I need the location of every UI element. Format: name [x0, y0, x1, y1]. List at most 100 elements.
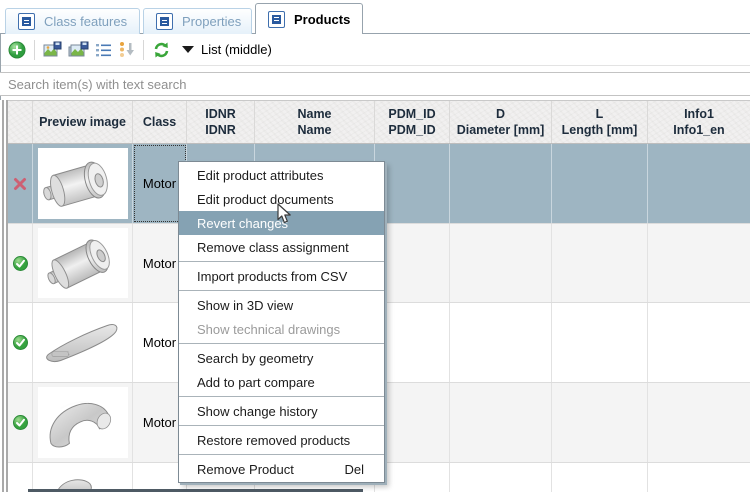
length-cell[interactable] — [552, 144, 648, 223]
tab-label: Properties — [182, 14, 242, 29]
export-image-icon — [43, 41, 62, 56]
menu-item-edit-product-documents[interactable]: Edit product documents — [197, 191, 334, 207]
menu-item-remove-class-assignment[interactable]: Remove class assignment — [197, 239, 349, 255]
add-product-icon — [8, 41, 26, 58]
menu-item-import-products-from-csv[interactable]: Import products from CSV — [197, 268, 348, 284]
column-header-diameter[interactable]: D Diameter [mm] — [450, 101, 552, 143]
export-image-button[interactable] — [40, 38, 65, 62]
diameter-cell[interactable] — [450, 463, 552, 492]
tab-label: Products — [294, 11, 351, 27]
numbered-list-button[interactable] — [92, 38, 115, 62]
pdm-id-cell[interactable] — [375, 463, 450, 492]
column-header-name[interactable]: Name Name — [255, 101, 375, 143]
menu-item-remove-product[interactable]: Remove Product Del — [197, 461, 364, 477]
add-product-button[interactable] — [5, 38, 29, 62]
menu-separator — [179, 261, 384, 262]
column-header-info1[interactable]: Info1 Info1_en — [673, 107, 725, 137]
sort-button[interactable] — [115, 38, 138, 62]
menu-separator — [179, 425, 384, 426]
ok-check-icon — [12, 255, 28, 271]
form-icon — [268, 10, 285, 28]
tab-properties[interactable]: Properties — [143, 8, 252, 34]
diameter-cell[interactable] — [450, 224, 552, 302]
menu-item-edit-product-attributes[interactable]: Edit product attributes — [197, 167, 324, 183]
tab-label: Class features — [44, 14, 128, 29]
export-images-button[interactable] — [65, 38, 92, 62]
length-cell[interactable] — [552, 463, 648, 492]
column-header-status[interactable] — [8, 101, 33, 143]
status-cell — [8, 224, 33, 302]
products-toolbar: List (middle) — [1, 34, 750, 66]
menu-item-show-change-history[interactable]: Show change history — [197, 403, 318, 419]
pdm-id-cell[interactable] — [375, 224, 450, 302]
diameter-cell[interactable] — [450, 383, 552, 462]
info1-cell[interactable] — [648, 303, 750, 382]
numbered-list-icon — [96, 43, 111, 56]
info1-cell[interactable] — [648, 144, 750, 223]
column-header-idnr[interactable]: IDNR IDNR — [187, 101, 255, 143]
table-header-row: Preview image Class IDNR IDNR Name Name PD… — [8, 100, 750, 144]
column-header-pdm-id[interactable]: PDM_ID PDM_ID — [375, 101, 450, 143]
menu-item-search-by-geometry[interactable]: Search by geometry — [197, 350, 314, 366]
tab-class-features[interactable]: Class features — [5, 8, 140, 34]
preview-cell[interactable] — [33, 383, 133, 462]
status-cell — [8, 463, 33, 492]
form-icon — [156, 13, 173, 30]
sort-descending-icon — [120, 42, 134, 57]
view-mode-dropdown[interactable]: List (middle) — [182, 42, 272, 57]
status-cell — [8, 383, 33, 462]
ok-check-icon — [12, 335, 28, 350]
pdm-id-cell[interactable] — [375, 144, 450, 223]
tab-strip-border — [0, 33, 750, 34]
menu-item-restore-removed-products[interactable]: Restore removed products — [197, 432, 351, 448]
info1-cell[interactable] — [648, 383, 750, 462]
menu-separator — [179, 396, 384, 397]
product-preview-image — [37, 148, 128, 219]
form-icon — [18, 13, 35, 30]
preview-cell[interactable] — [33, 144, 133, 223]
toolbar-separator — [34, 39, 35, 60]
column-header-length[interactable]: L Length [mm] — [552, 101, 648, 143]
status-cell — [8, 303, 33, 382]
menu-shortcut: Del — [344, 461, 364, 477]
preview-cell[interactable] — [33, 463, 133, 492]
product-preview-image — [37, 307, 128, 378]
menu-item-add-to-part-compare[interactable]: Add to part compare — [197, 374, 315, 390]
splitter-gutter[interactable] — [0, 100, 8, 492]
refresh-icon — [154, 42, 169, 57]
menu-item-show-in-3d-view[interactable]: Show in 3D view — [197, 297, 294, 313]
info1-cell[interactable] — [648, 224, 750, 302]
product-preview-image — [37, 387, 128, 458]
tab-products[interactable]: Products — [255, 3, 363, 34]
modified-x-icon — [14, 177, 26, 190]
search-input[interactable] — [0, 72, 750, 96]
search-bar — [0, 72, 750, 96]
pdm-id-cell[interactable] — [375, 303, 450, 382]
diameter-cell[interactable] — [450, 303, 552, 382]
length-cell[interactable] — [552, 224, 648, 302]
tab-strip: Class features Properties Products — [0, 0, 750, 34]
length-cell[interactable] — [552, 383, 648, 462]
pdm-id-cell[interactable] — [375, 383, 450, 462]
product-preview-image — [37, 467, 128, 492]
column-header-class[interactable]: Class — [133, 101, 187, 143]
menu-item-revert-changes[interactable]: Revert changes — [179, 211, 384, 235]
length-cell[interactable] — [552, 303, 648, 382]
preview-cell[interactable] — [33, 224, 133, 302]
info1-cell[interactable] — [648, 463, 750, 492]
ok-check-icon — [12, 415, 28, 430]
status-cell — [8, 144, 33, 223]
view-mode-label: List (middle) — [201, 42, 272, 57]
menu-item-show-technical-drawings: Show technical drawings — [197, 321, 341, 337]
column-header-preview[interactable]: Preview image — [33, 101, 133, 143]
toolbar-separator — [143, 39, 144, 60]
menu-separator — [179, 343, 384, 344]
refresh-button[interactable] — [149, 38, 174, 62]
preview-cell[interactable] — [33, 303, 133, 382]
horizontal-scrollbar-thumb[interactable] — [28, 489, 363, 492]
product-preview-image — [37, 228, 128, 298]
export-images-icon — [68, 41, 89, 56]
menu-separator — [179, 454, 384, 455]
diameter-cell[interactable] — [450, 144, 552, 223]
